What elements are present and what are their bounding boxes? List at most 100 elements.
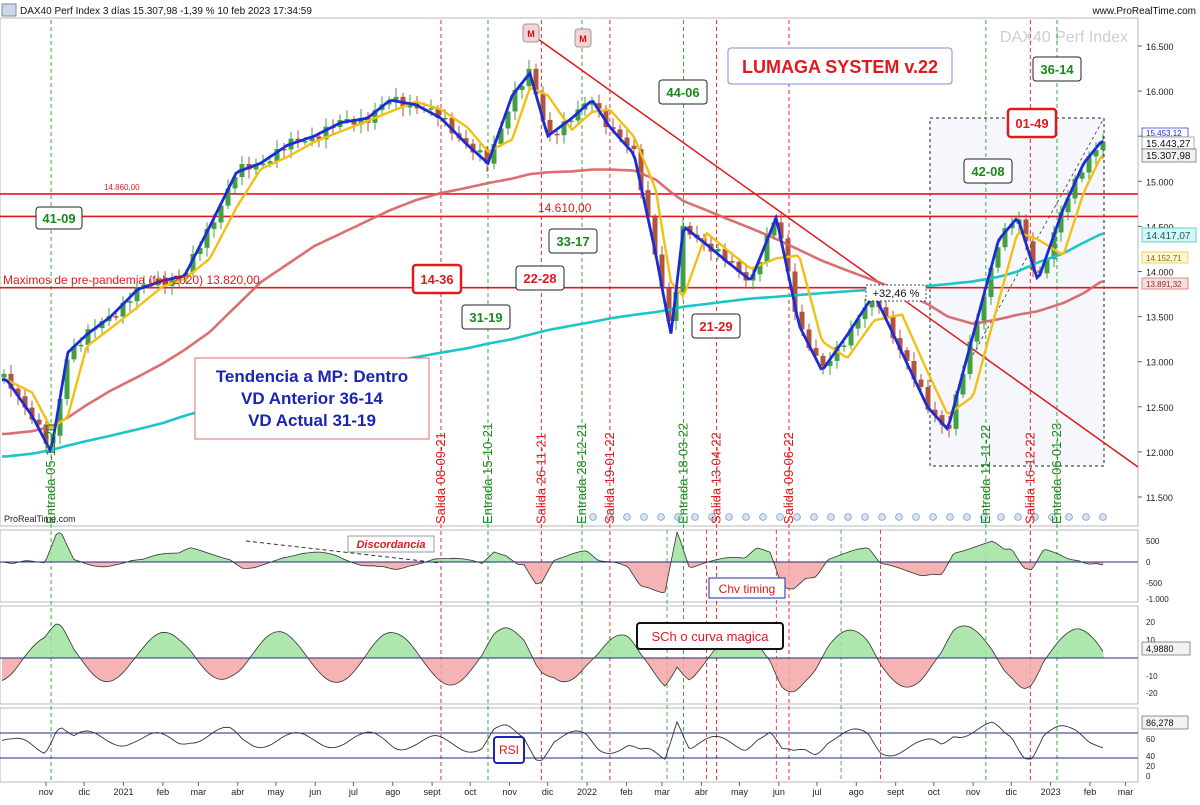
candle-body [113,316,119,318]
candle-body [568,120,574,122]
event-dot [623,513,631,521]
candle-body [589,103,595,105]
event-dot [725,513,733,521]
marker-m1[interactable] [522,23,540,43]
score-box: 33-17 [548,228,598,254]
candle-body [631,145,637,150]
candle-body [36,419,42,425]
title-text: LUMAGA SYSTEM v.22 [742,57,938,77]
event-dot [1065,513,1073,521]
candle-body [225,188,231,206]
event-dot [810,513,818,521]
candle-body [281,148,287,151]
candle-body [792,271,798,312]
candle-body [540,94,546,120]
trend-line-3: VD Actual 31-19 [248,411,376,430]
score-01-49: 01-49 [1015,116,1048,131]
candle-body [736,261,742,273]
candle-body [1,373,7,378]
month-label: feb [1084,787,1097,797]
candle-body [484,150,490,164]
candle-body [960,373,966,395]
candle-body [85,329,91,345]
signal-label: Salida 09-06-22 [781,432,796,524]
rsi-value: 86,278 [1146,718,1174,728]
rsi-panel [0,707,1139,783]
divergence-line [245,540,441,564]
candle-body [813,348,819,356]
candle-body [190,254,196,273]
candle-body [512,89,518,112]
candle-body [1072,178,1078,199]
candle-body [757,262,763,275]
candle-body [967,341,973,374]
event-dot [946,513,954,521]
candle-body [988,267,994,298]
price-tick-label: 16.000 [1146,87,1174,97]
price-tick-label: 12.500 [1146,403,1174,413]
badge-15453: 15.453,12 [1146,129,1182,138]
month-label: mar [1118,787,1134,797]
event-dot [844,513,852,521]
candle-body [1023,219,1029,242]
candle-body [519,86,525,90]
candle-body [344,119,350,121]
signal-label: Salida 13-04-22 [709,432,724,524]
candle-body [64,359,70,399]
marker-m2-text: M [579,34,587,44]
watermark: DAX40 Perf Index [1000,29,1128,46]
candle-body [505,111,511,129]
candle-body [771,222,777,236]
score-box: 01-49 [1006,107,1058,139]
candle-body [176,278,182,280]
candle-body [596,103,602,109]
candle-body [435,108,441,118]
score-44-06: 44-06 [666,85,699,100]
rsi-tick-label: 0 [1146,772,1151,781]
month-label: oct [464,787,477,797]
menu-icon[interactable] [1,3,17,17]
candle-body [1065,198,1071,213]
marker-m2[interactable] [574,28,592,48]
candle-body [547,119,553,134]
candle-body [673,292,679,322]
candle-body [715,248,721,252]
axes: 16.50016.00015.50015.00014.50014.00013.5… [39,42,1174,797]
candle-body [134,287,140,302]
month-label: mar [654,787,670,797]
signal-label: Entrada 05-11-20 [43,424,58,524]
price-tick-label: 15.000 [1146,177,1174,187]
event-dot [963,513,971,521]
candle-body [498,128,504,144]
event-dot [691,513,699,521]
score-box: 36-14 [1032,56,1082,82]
chv-box [708,577,786,599]
candle-body [624,137,630,146]
event-dot [929,513,937,521]
header-title: DAX40 Perf Index 3 días 15.307,98 -1,39 … [20,6,312,17]
chv-tick-label: 0 [1146,558,1151,567]
candle-body [645,190,651,218]
event-dot [1082,513,1090,521]
score-box: 22-28 [515,265,565,291]
candle-body [848,328,854,346]
candle-body [911,361,917,380]
event-dot [742,513,750,521]
event-dot [912,513,920,521]
event-dot [776,513,784,521]
level-13820-label: Maximos de pre-pandemia (feb 2020) 13.82… [3,273,260,287]
candle-body [393,96,399,101]
month-label: jun [308,787,321,797]
event-dot [1099,513,1107,521]
candle-body [666,288,672,322]
month-label: sept [887,787,905,797]
candle-body [197,247,203,255]
level-14860-label: 14.860,00 [104,183,140,192]
score-box: 31-19 [461,304,511,330]
candle-body [316,136,322,140]
pct-box [865,284,927,302]
candle-body [428,108,434,110]
discordancia-box [347,535,435,553]
candle-body [1093,150,1099,157]
